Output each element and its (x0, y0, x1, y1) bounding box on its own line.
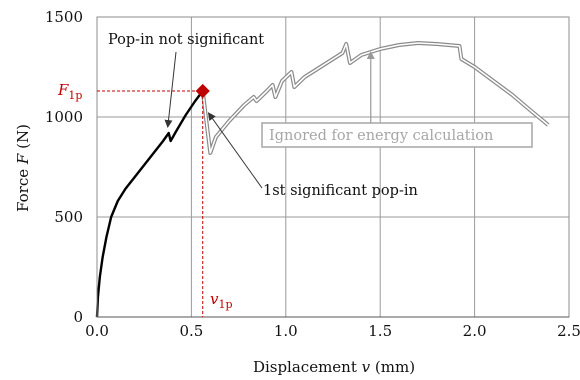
y-tick-label: 1500 (45, 8, 83, 26)
arrow-first-significant-popin (207, 112, 263, 189)
x-axis-title: Displacement v (mm) (253, 358, 415, 376)
v1p-label: v1p (210, 290, 233, 311)
y-axis-title: Force F (N) (14, 124, 32, 212)
annotations (164, 51, 533, 189)
y-tick-label: 1000 (45, 108, 83, 126)
x-tick-label: 2.0 (463, 322, 487, 340)
ignored-box (261, 122, 533, 148)
x-tick-label: 1.5 (368, 322, 392, 340)
series-layer (95, 41, 550, 318)
annotation-popin-not-significant: Pop-in not significant (108, 32, 264, 48)
x-tick-label: 1.0 (274, 322, 298, 340)
f1p-label: F1p (57, 81, 82, 102)
x-tick-label: 0.5 (179, 322, 203, 340)
arrow-popin-not-significant (164, 51, 177, 128)
f1p-guides (97, 83, 210, 317)
plot-border (96, 16, 570, 318)
y-tick-label: 500 (54, 208, 83, 226)
y-tick-label: 0 (73, 308, 83, 326)
annotation-first-significant-popin: 1st significant pop-in (263, 183, 418, 199)
series-ignored-line (201, 42, 549, 154)
tick-labels: 0.0 0.5 1.0 1.5 2.0 2.5 0 500 1000 1500 (45, 8, 580, 340)
x-tick-label: 2.5 (557, 322, 580, 340)
series-considered-line (95, 90, 204, 318)
annotation-ignored: Ignored for energy calculation (269, 128, 493, 144)
grid-lines (97, 16, 570, 317)
x-tick-label: 0.0 (85, 322, 109, 340)
axes-frame (96, 16, 570, 318)
